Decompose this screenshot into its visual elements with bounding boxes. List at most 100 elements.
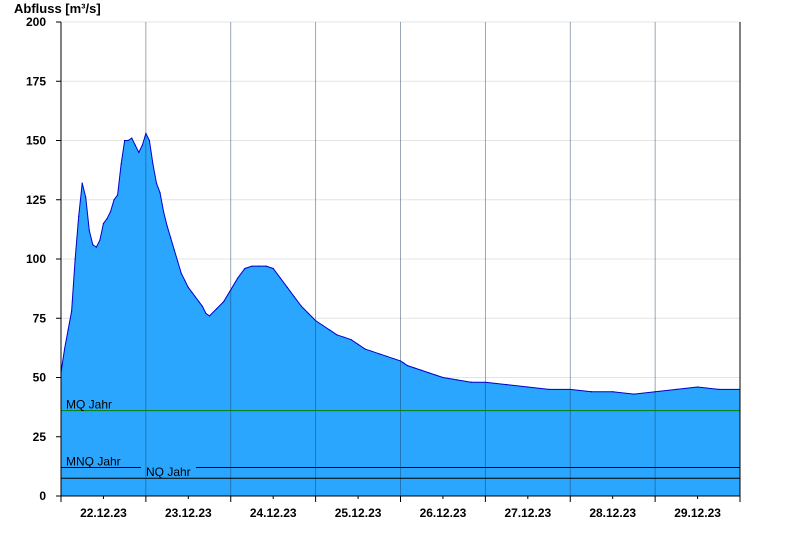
x-tick-label: 26.12.23 — [420, 506, 467, 520]
y-axis-title: Abfluss [m³/s] — [14, 1, 101, 16]
data-point — [180, 272, 182, 274]
data-point — [120, 163, 122, 165]
data-point — [92, 244, 94, 246]
data-point — [279, 277, 281, 279]
data-point — [435, 374, 437, 376]
data-point — [696, 386, 699, 388]
data-point — [293, 296, 296, 298]
data-point — [184, 279, 186, 281]
data-point — [322, 324, 324, 326]
data-point — [364, 348, 366, 350]
data-point — [198, 301, 200, 303]
data-point — [403, 362, 405, 364]
data-point — [343, 336, 345, 338]
data-point — [159, 192, 161, 194]
x-tick-label: 29.12.23 — [674, 506, 721, 520]
data-point — [527, 386, 529, 388]
data-point — [74, 258, 76, 260]
x-tick-label: 27.12.23 — [504, 506, 551, 520]
data-point — [216, 308, 218, 310]
x-tick-label: 28.12.23 — [589, 506, 636, 520]
data-point — [95, 246, 97, 248]
data-point — [85, 196, 87, 198]
data-point — [265, 265, 267, 267]
y-tick-label: 50 — [33, 371, 47, 385]
y-tick-labels: 0 25 50 75 100 125 150 175 200 — [26, 15, 61, 503]
data-point — [106, 218, 108, 220]
data-point — [272, 267, 274, 270]
y-tick-label: 0 — [39, 489, 46, 503]
data-point — [138, 151, 140, 153]
data-point — [78, 215, 80, 217]
data-point — [127, 139, 129, 142]
data-point — [109, 211, 112, 213]
data-point — [357, 343, 359, 345]
y-tick-label: 25 — [33, 430, 47, 444]
data-point — [300, 305, 303, 307]
y-tick-label: 75 — [33, 311, 47, 325]
data-point — [88, 229, 90, 232]
data-point — [336, 334, 338, 336]
data-point — [191, 291, 193, 293]
data-point — [414, 367, 416, 369]
y-tick-label: 100 — [26, 252, 46, 266]
data-point — [385, 355, 387, 357]
x-tick-label: 24.12.23 — [250, 506, 297, 520]
data-point — [428, 372, 430, 374]
data-point — [148, 139, 151, 142]
data-point — [244, 267, 246, 270]
data-point — [102, 222, 105, 225]
data-point — [170, 237, 172, 239]
data-point — [162, 211, 165, 213]
data-point — [208, 315, 211, 317]
data-point — [124, 139, 126, 142]
data-point — [194, 296, 196, 298]
data-point — [675, 388, 677, 390]
data-point — [456, 379, 458, 381]
data-point — [63, 348, 66, 350]
y-tick-label: 175 — [26, 74, 46, 88]
discharge-line — [60, 132, 740, 395]
data-point — [166, 225, 168, 227]
data-point — [237, 277, 239, 279]
data-point — [131, 137, 133, 139]
x-tick-label: 23.12.23 — [165, 506, 212, 520]
data-point — [548, 388, 550, 390]
data-point — [633, 393, 635, 395]
data-point — [286, 286, 288, 289]
x-tick-labels: 22.12.23 23.12.23 24.12.23 25.12.23 26.12.23… — [60, 496, 741, 520]
data-point — [173, 248, 175, 251]
data-point — [258, 265, 260, 267]
x-tick-label: 25.12.23 — [335, 506, 382, 520]
data-point — [590, 391, 593, 393]
x-tick-label: 22.12.23 — [80, 506, 127, 520]
data-point — [99, 239, 101, 241]
data-point — [141, 144, 143, 146]
data-point — [223, 301, 225, 303]
data-point — [116, 194, 119, 196]
reference-lines: MQ Jahr MNQ Jahr NQ Jahr — [61, 398, 740, 479]
data-point — [71, 310, 73, 312]
data-point — [307, 312, 310, 315]
y-tick-label: 200 — [26, 15, 46, 29]
data-point — [505, 384, 508, 386]
data-point — [67, 329, 69, 331]
data-point — [718, 388, 720, 390]
data-point — [205, 312, 207, 315]
data-point — [378, 353, 380, 355]
reference-label: MQ Jahr — [66, 398, 112, 412]
data-point — [470, 381, 472, 383]
data-point — [612, 391, 614, 393]
data-point — [155, 182, 158, 184]
data-point — [350, 338, 352, 341]
y-tick-label: 125 — [26, 193, 46, 207]
data-point — [371, 350, 373, 353]
data-point — [251, 265, 253, 267]
data-point — [187, 286, 189, 289]
data-point — [442, 376, 444, 379]
data-point — [406, 365, 409, 367]
data-point — [134, 144, 136, 146]
data-point — [81, 182, 83, 184]
day-separators — [145, 22, 656, 496]
